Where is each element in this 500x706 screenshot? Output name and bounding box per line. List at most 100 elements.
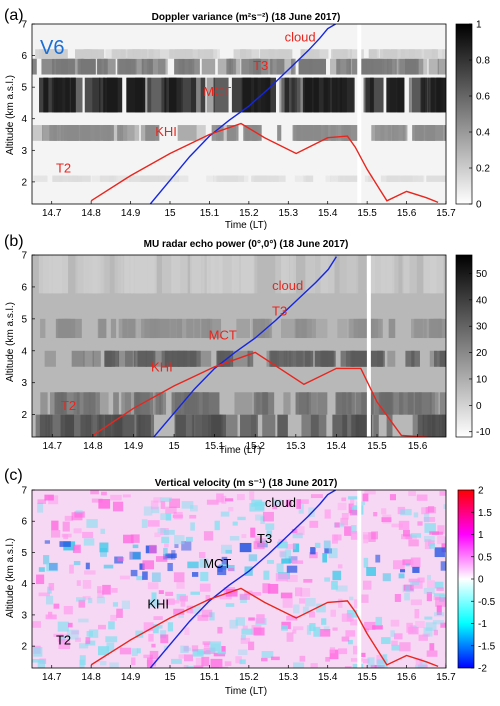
x-tick-label: 15.3 [279, 672, 299, 683]
x-tick-label: 15.1 [200, 672, 220, 683]
series-line-1 [90, 587, 439, 668]
colorbar-tick-label: 0.8 [476, 56, 490, 67]
x-axis-label: Time (LT) [225, 686, 267, 697]
colorbar-tick-label: -1 [478, 619, 487, 630]
x-tick-label: 15 [164, 208, 176, 219]
colorbar-tick-label: 40 [476, 295, 488, 306]
y-tick-label: 6 [21, 51, 27, 62]
x-tick-label: 15.5 [357, 208, 377, 219]
annotation-label: T2 [56, 633, 71, 648]
x-tick-label: 15.4 [318, 208, 338, 219]
y-tick-label: 7 [21, 20, 27, 31]
y-tick-label: 4 [21, 579, 27, 590]
x-tick-label: 14.8 [81, 672, 101, 683]
colorbar: -10 0 10 20 30 40 50 [455, 254, 491, 438]
heatmap-field [32, 24, 446, 204]
x-tick-label: 15.6 [397, 208, 417, 219]
annotation-label: T3 [257, 531, 272, 546]
colorbar-tick-label: 1.5 [478, 508, 492, 519]
colorbar-tick-label: 0 [478, 575, 484, 586]
series-line-0 [149, 490, 336, 668]
plot-frame [31, 489, 447, 669]
annotation-label: KHI [155, 124, 177, 139]
annotation-label: T3 [253, 58, 268, 73]
x-tick-label: 14.8 [81, 208, 101, 219]
colorbar-tick-label: -1.5 [478, 641, 496, 652]
heatmap-field [32, 255, 446, 437]
colorbar-tick-label: 10 [476, 374, 488, 385]
y-axis-label: Altitude (km a.s.l.) [5, 75, 16, 155]
colorbar-tick-label: 0 [476, 401, 482, 412]
x-tick-label: 15.6 [408, 441, 428, 452]
vertical-velocity-panel: (c) Vertical velocity (m s⁻¹) (18 June 2… [4, 467, 496, 697]
y-tick-label: 7 [21, 486, 27, 497]
x-tick-label: 15.2 [246, 441, 266, 452]
heatmap-field [32, 490, 446, 668]
colorbar-tick-label: 30 [476, 322, 488, 333]
colorbar-tick-label: -2 [478, 664, 487, 675]
annotation-label: MCT [209, 328, 237, 343]
colorbar: 0 0.2 0.4 0.6 0.8 1 [455, 20, 490, 211]
colorbar-tick-label: -0.5 [478, 597, 496, 608]
x-tick-label: 15.2 [239, 672, 259, 683]
x-tick-label: 14.7 [42, 672, 62, 683]
x-tick-label: 15.6 [397, 672, 417, 683]
colorbar-tick-label: 50 [476, 269, 488, 280]
y-tick-label: 6 [21, 282, 27, 293]
annotation-label: KHI [147, 597, 169, 612]
plot-area: cloud T3 MCT KHI T2 14.7 14.8 14.9 15 15.1 15.2 15.… [21, 20, 456, 220]
colorbar-tick-label: 0.5 [478, 552, 492, 563]
x-tick-label: 15.1 [200, 208, 220, 219]
annotation-label: cloud [272, 278, 303, 293]
x-tick-label: 14.9 [124, 441, 144, 452]
x-tick-label: 15.3 [286, 441, 306, 452]
x-axis-label: Time (LT) [219, 445, 261, 456]
x-tick-label: 15.4 [327, 441, 347, 452]
colorbar-tick-label: 0.6 [476, 92, 490, 103]
x-tick-label: 15 [168, 441, 180, 452]
series-line-0 [149, 24, 336, 204]
y-axis-label: Altitude (km a.s.l.) [5, 538, 16, 618]
x-tick-label: 15.7 [436, 672, 456, 683]
annotation-label: T3 [272, 304, 287, 319]
y-tick-label: 5 [21, 314, 27, 325]
annotation-label: T2 [56, 160, 71, 175]
x-tick-label: 15.5 [357, 672, 377, 683]
annotation-label: cloud [285, 29, 316, 44]
echo-power-panel: (b) MU radar echo power (0°,0°) (18 June… [4, 233, 491, 456]
y-tick-label: 4 [21, 346, 27, 357]
plot-area: cloud T3 MCT KHI T2 14.7 14.8 14.9 15 15.1 15.2 15.… [21, 251, 447, 452]
plot-frame [31, 254, 447, 438]
annotation-label: MCT [203, 556, 231, 571]
y-tick-label: 2 [21, 177, 27, 188]
x-tick-label: 14.8 [83, 441, 103, 452]
colorbar-gradient [455, 23, 473, 205]
colorbar-tick-label: 0.4 [476, 128, 490, 139]
series-line-1 [92, 351, 433, 437]
tag-label: V6 [40, 37, 64, 59]
x-tick-label: 14.9 [121, 672, 141, 683]
y-tick-label: 7 [21, 251, 27, 262]
panel-label: (c) [4, 467, 23, 484]
series-line-0 [153, 256, 337, 437]
plot-frame [31, 23, 447, 205]
x-tick-label: 14.7 [42, 208, 62, 219]
colorbar-tick-label: 1 [478, 530, 484, 541]
y-tick-label: 6 [21, 517, 27, 528]
x-tick-label: 15.2 [239, 208, 259, 219]
colorbar-tick-label: -10 [476, 427, 491, 438]
x-tick-label: 15.3 [279, 208, 299, 219]
y-tick-label: 4 [21, 114, 27, 125]
chart-title: Vertical velocity (m s⁻¹) (18 June 2017) [155, 478, 338, 489]
x-tick-label: 14.7 [43, 441, 63, 452]
annotation-label: cloud [265, 495, 296, 510]
annotation-label: MCT [203, 84, 231, 99]
y-tick-label: 3 [21, 610, 27, 621]
y-axis-label: Altitude (km a.s.l.) [5, 302, 16, 382]
series-line-1 [90, 122, 439, 204]
x-tick-label: 15.4 [318, 672, 338, 683]
colorbar-gradient [455, 254, 473, 438]
y-tick-label: 5 [21, 83, 27, 94]
colorbar-tick-label: 20 [476, 348, 488, 359]
colorbar-tick-label: 1 [476, 20, 482, 31]
